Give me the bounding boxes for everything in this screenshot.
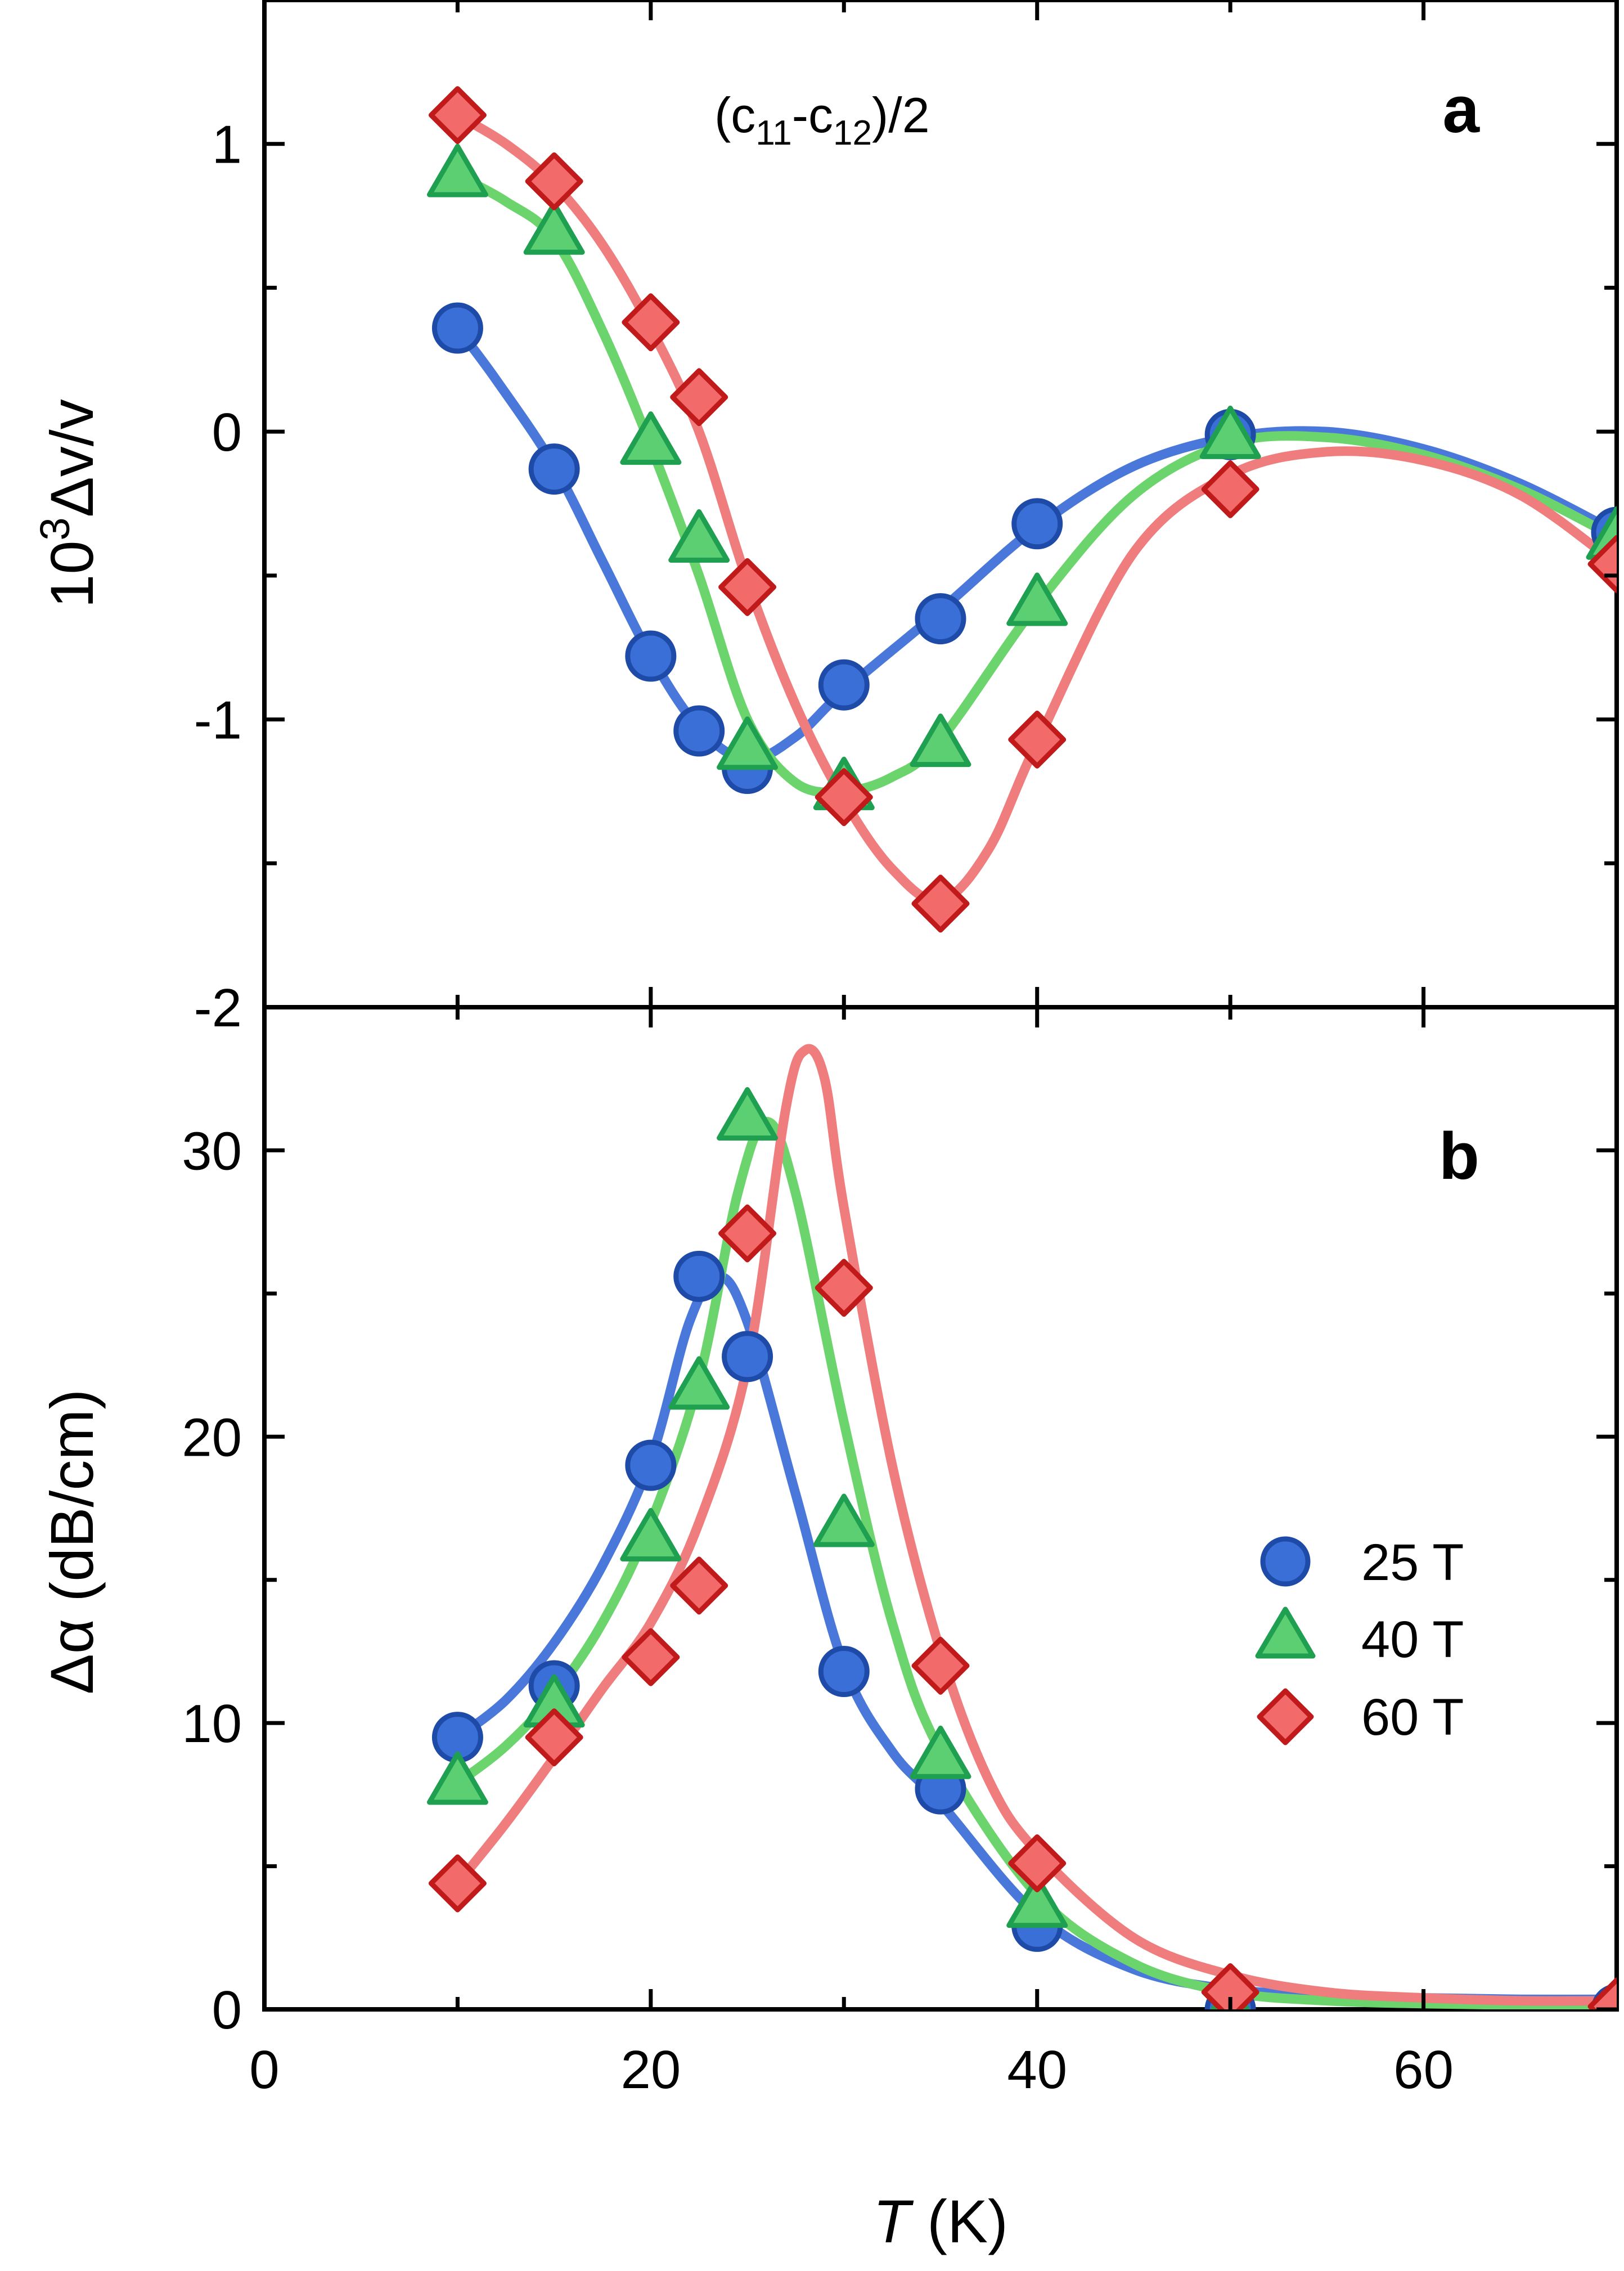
point-40t	[668, 1356, 730, 1410]
point-40t	[1006, 572, 1068, 626]
y-tick-label: -1	[194, 690, 242, 751]
point-40t	[813, 1493, 875, 1547]
x-tick-label: 60	[1393, 2040, 1454, 2100]
panel-b-y-ticks: 0 10 20 30	[182, 1005, 1617, 2040]
panel-a-markers	[426, 86, 1617, 933]
point-25t	[722, 1331, 773, 1383]
x-tick-label: 40	[1007, 2040, 1067, 2100]
point-40t	[523, 201, 585, 255]
panel-a-y-ticks: -2 -1 0 1	[194, 0, 1617, 1038]
panel-a-y-axis-title: 103Δv/v	[32, 399, 106, 608]
point-60t	[815, 768, 873, 827]
point-40t	[910, 1725, 971, 1779]
y-tick-label: 10	[182, 1694, 242, 1754]
legend: 25 T 40 T 60 T	[1255, 1534, 1464, 1746]
point-60t	[911, 874, 970, 933]
point-25t	[818, 659, 870, 711]
legend-marker-diamond	[1257, 1688, 1314, 1745]
x-tick-label: 0	[249, 2040, 279, 2100]
panel-b: 0 10 20 30 0 20 40 60 b Δα (dB/cm) T (K) 25 T …	[38, 1005, 1619, 2255]
point-60t	[670, 1556, 728, 1615]
panel-a-x-ticks	[455, 0, 1426, 1007]
point-40t	[620, 1507, 682, 1561]
point-60t	[815, 1259, 873, 1317]
point-60t	[525, 152, 583, 210]
legend-entry-40t: 40 T	[1255, 1606, 1464, 1668]
panel-b-frame	[262, 1005, 1619, 2012]
point-25t	[673, 705, 725, 757]
legend-entry-60t: 60 T	[1257, 1688, 1464, 1746]
point-60t	[670, 368, 728, 427]
legend-entry-25t: 25 T	[1260, 1534, 1464, 1591]
curve-40t	[452, 1117, 1617, 2009]
point-25t	[625, 1439, 677, 1491]
point-40t	[620, 411, 682, 465]
point-60t	[1008, 1834, 1067, 1892]
y-tick-label: 0	[212, 1980, 242, 2040]
y-tick-label: 1	[212, 115, 242, 175]
point-60t	[428, 86, 487, 145]
point-40t	[1199, 405, 1261, 459]
legend-marker-circle	[1260, 1536, 1311, 1587]
point-60t	[1008, 710, 1067, 769]
point-25t	[625, 630, 677, 682]
legend-label-60t: 60 T	[1361, 1689, 1464, 1746]
curve-60t	[452, 110, 1617, 906]
legend-marker-triangle	[1255, 1606, 1316, 1659]
point-40t	[910, 713, 971, 768]
point-40t	[426, 143, 488, 198]
panel-a: -2 -1 0 1 a (c11-c12)/2 103Δv/v	[32, 0, 1619, 1038]
point-25t	[915, 593, 966, 645]
point-60t	[911, 1636, 970, 1695]
panel-b-letter: b	[1439, 1119, 1479, 1193]
panel-a-annotation: (c11-c12)/2	[714, 87, 930, 152]
panel-a-letter: a	[1442, 73, 1480, 147]
point-25t	[818, 1646, 870, 1698]
point-60t	[1201, 460, 1259, 518]
point-40t	[426, 1751, 488, 1805]
x-tick-label: 20	[620, 2040, 681, 2100]
panel-a-frame	[262, 0, 1619, 1009]
point-40t	[668, 509, 730, 563]
y-tick-label: 20	[182, 1407, 242, 1467]
legend-label-25t: 25 T	[1361, 1534, 1464, 1591]
point-60t	[525, 1708, 583, 1767]
point-60t	[622, 1628, 680, 1686]
point-60t	[1201, 1963, 1259, 2009]
panel-b-markers	[426, 1087, 1617, 2009]
point-60t	[622, 293, 680, 352]
y-tick-label: -2	[194, 978, 242, 1038]
point-25t	[1011, 498, 1063, 550]
panel-a-curves	[452, 110, 1617, 906]
point-40t	[717, 1087, 779, 1141]
point-40t	[1006, 1874, 1068, 1928]
y-tick-label: 30	[182, 1121, 242, 1181]
point-60t	[718, 558, 777, 616]
point-25t	[673, 1250, 725, 1302]
legend-label-40t: 40 T	[1361, 1611, 1464, 1668]
point-60t	[1587, 1977, 1617, 2009]
panel-b-y-axis-title: Δα (dB/cm)	[38, 1389, 106, 1695]
curve-25t	[452, 323, 1617, 765]
point-40t	[717, 716, 779, 770]
point-25t	[431, 302, 483, 354]
point-25t	[528, 443, 580, 495]
panel-b-x-ticks: 0 20 40 60	[249, 1007, 1454, 2100]
point-60t	[428, 1854, 487, 1913]
y-tick-label: 0	[212, 402, 242, 463]
point-60t	[718, 1204, 777, 1263]
curve-40t	[452, 170, 1617, 797]
x-axis-title: T (K)	[873, 2187, 1008, 2255]
